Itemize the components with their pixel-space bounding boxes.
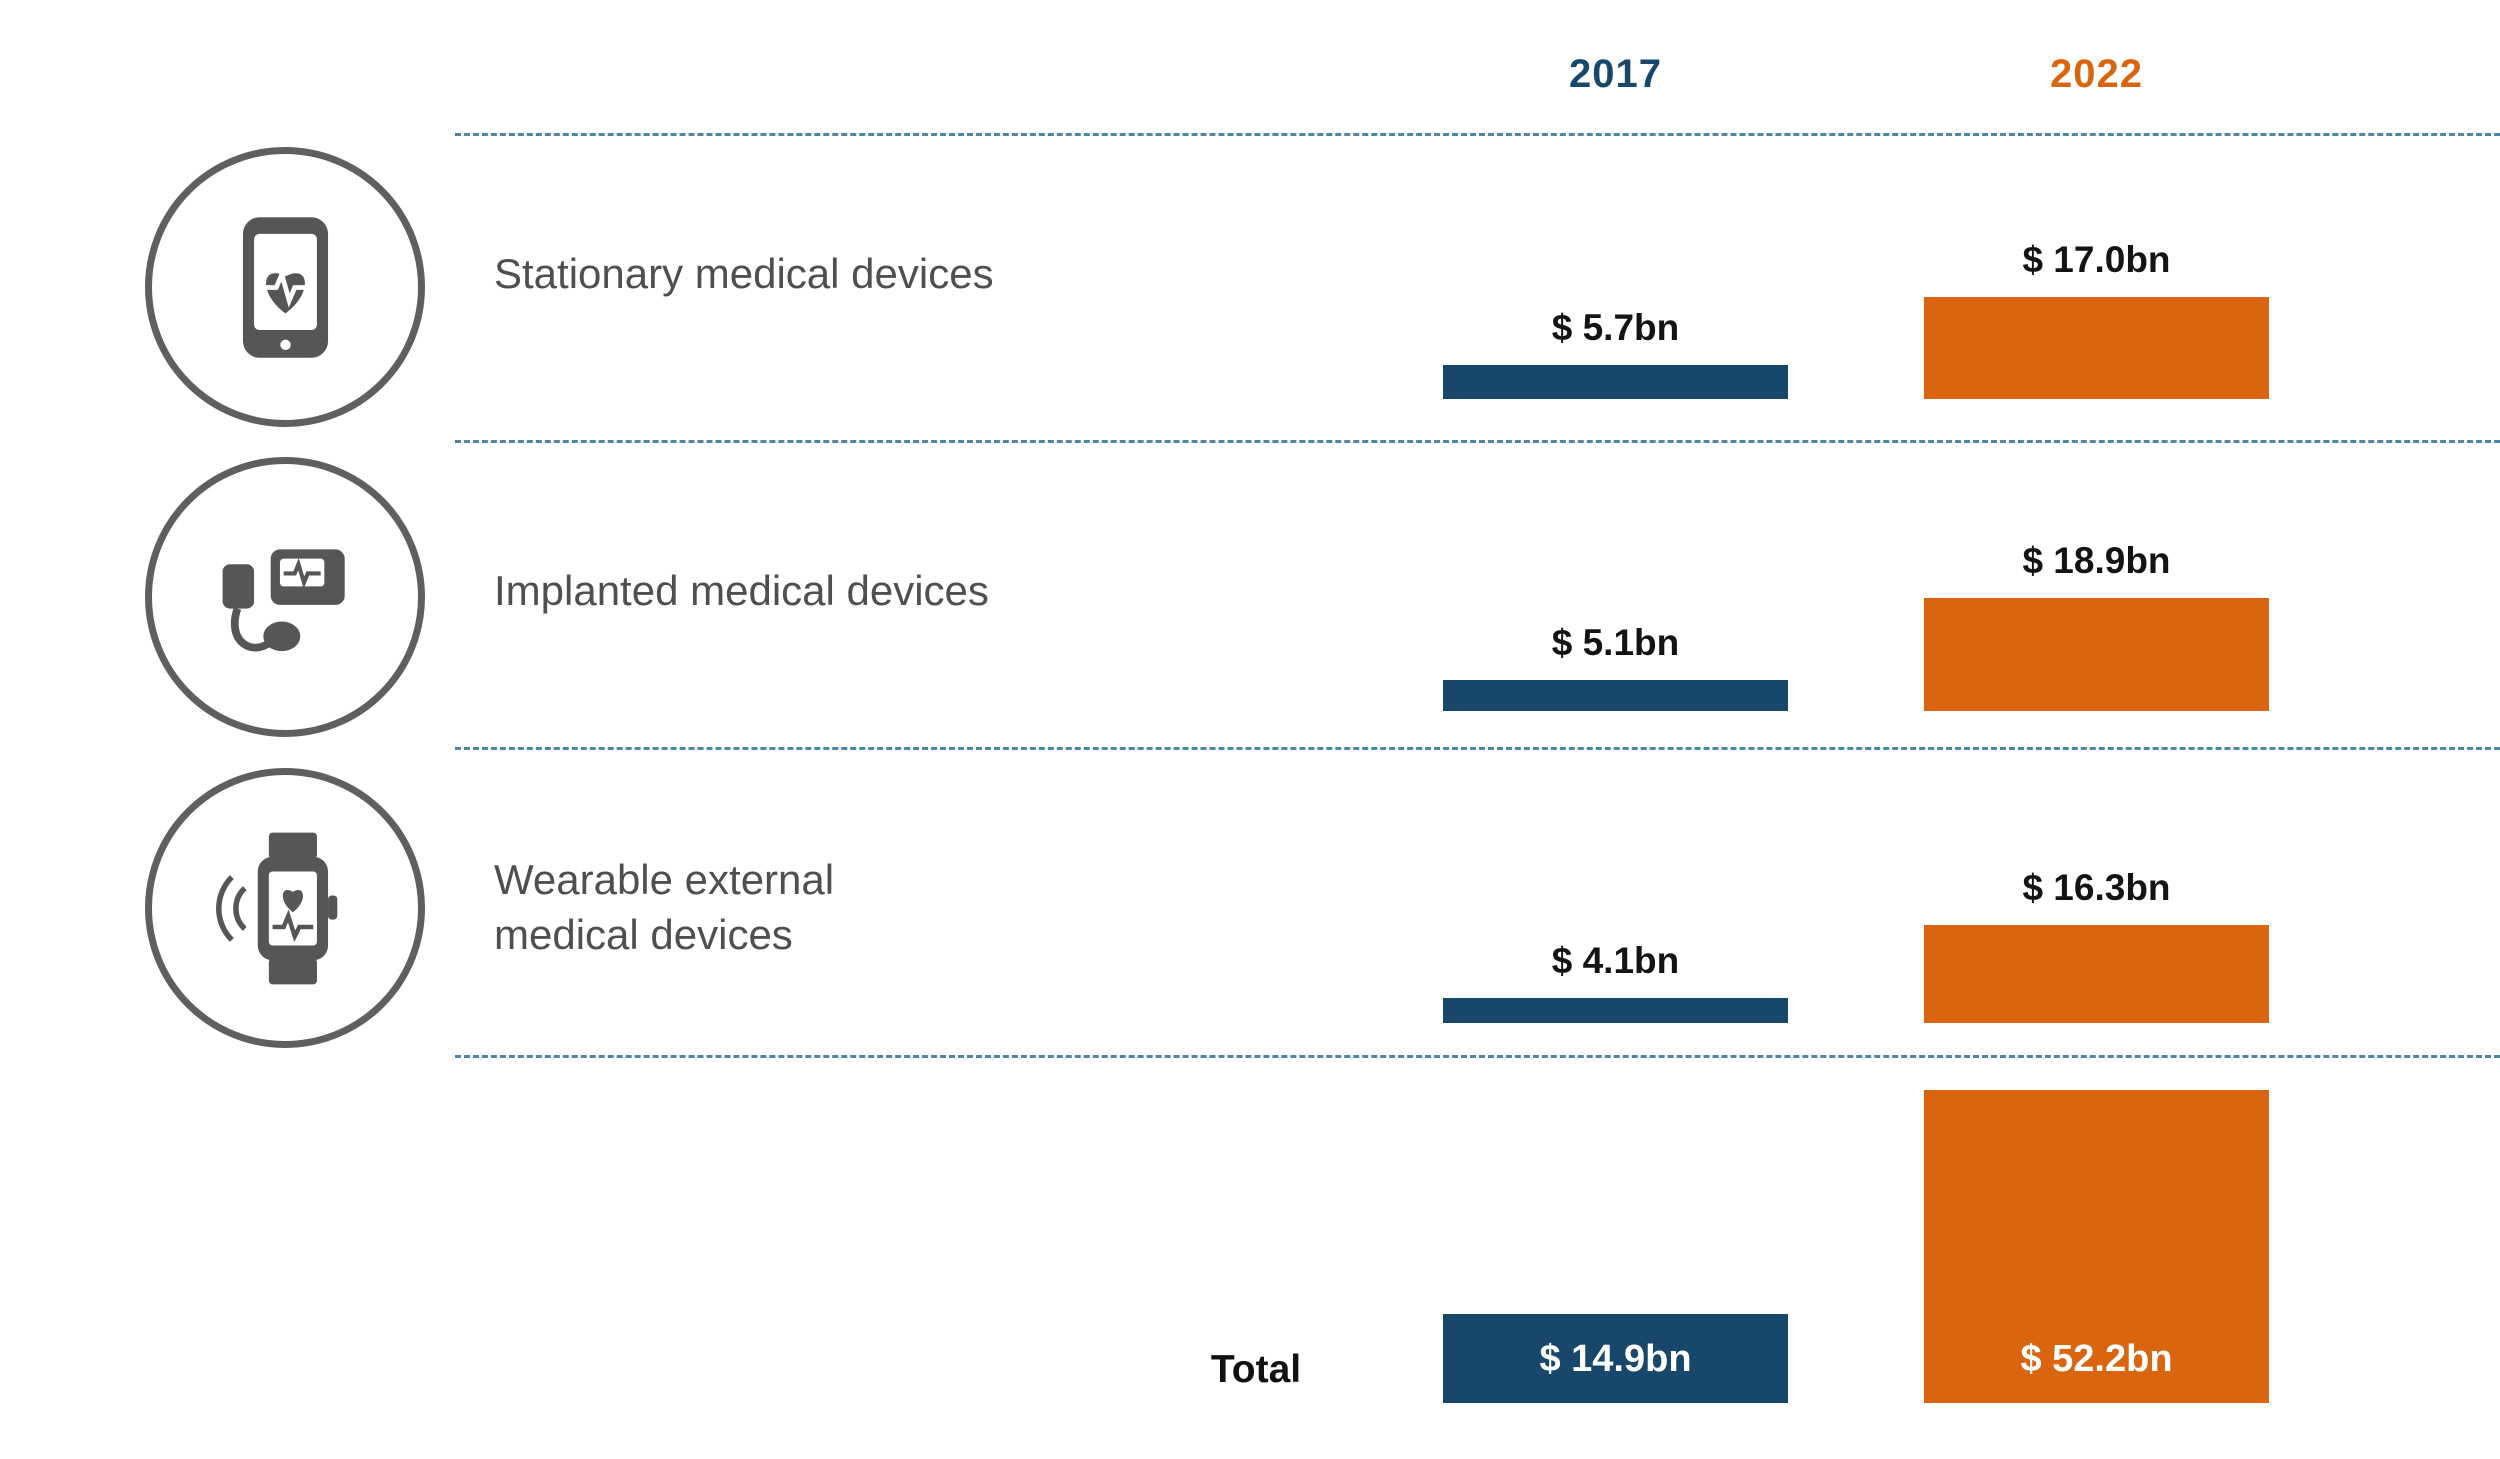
row-label-line: medical devices — [494, 911, 793, 959]
bar-value-label: $ 17.0bn — [2022, 239, 2171, 280]
blood-pressure-monitor-icon — [222, 548, 345, 651]
bar-group-total-2017: $ 14.9bn — [1443, 1313, 1788, 1403]
bar-group-stationary-2022: $ 17.0bn — [1924, 239, 2269, 399]
dashed-separator — [455, 747, 2500, 750]
dashed-separator — [455, 1055, 2500, 1058]
bar-value-label: $ 4.1bn — [1551, 940, 1680, 982]
bar-group-stationary-2017: $ 5.7bn — [1443, 307, 1788, 399]
bar-group-implanted-2022: $ 18.9bn — [1924, 540, 2269, 711]
bar-2017 — [1443, 998, 1788, 1023]
bar-group-wearable-2022: $ 16.3bn — [1924, 867, 2269, 1023]
bar-2017 — [1443, 680, 1788, 711]
row-label-wearable: Wearable external medical devices — [494, 852, 1254, 963]
bar-value-label: $ 5.1bn — [1551, 622, 1680, 664]
bar-2017-total: $ 14.9bn — [1443, 1313, 1788, 1403]
year-2017-header: 2017 — [1569, 52, 1662, 96]
smartwatch-heart-icon — [215, 832, 337, 984]
bar-2022 — [1924, 297, 2269, 399]
dashed-separator — [455, 133, 2500, 136]
bar-value-label: $ 14.9bn — [1539, 1338, 1692, 1380]
row-label-stationary: Stationary medical devices — [494, 246, 1254, 301]
tablet-ecg-icon — [242, 216, 328, 358]
implanted-device-icon-circle — [145, 457, 425, 737]
bar-value-label: $ 16.3bn — [2022, 867, 2171, 909]
dashed-separator — [455, 440, 2500, 443]
total-label: Total — [1210, 1348, 1302, 1391]
bar-group-implanted-2017: $ 5.1bn — [1443, 622, 1788, 711]
bar-2017 — [1443, 364, 1788, 399]
row-label-line: Implanted medical devices — [494, 567, 989, 614]
stationary-device-icon-circle — [145, 147, 425, 427]
bar-2022 — [1924, 925, 2269, 1023]
bar-group-wearable-2017: $ 4.1bn — [1443, 940, 1788, 1023]
bar-value-label: $ 5.7bn — [1551, 306, 1680, 348]
bar-value-label: $ 18.9bn — [2022, 539, 2171, 581]
year-2022-header: 2022 — [2050, 52, 2143, 96]
bar-value-label: $ 52.2bn — [2020, 1338, 2173, 1380]
row-label-line: Stationary medical devices — [494, 250, 994, 297]
bar-2022 — [1924, 597, 2269, 711]
wearable-device-icon-circle — [145, 768, 425, 1048]
bar-group-total-2022: $ 52.2bn — [1924, 1089, 2269, 1403]
bar-2022-total: $ 52.2bn — [1924, 1089, 2269, 1403]
row-label-line: Wearable external — [494, 856, 835, 903]
row-label-implanted: Implanted medical devices — [494, 563, 1254, 618]
